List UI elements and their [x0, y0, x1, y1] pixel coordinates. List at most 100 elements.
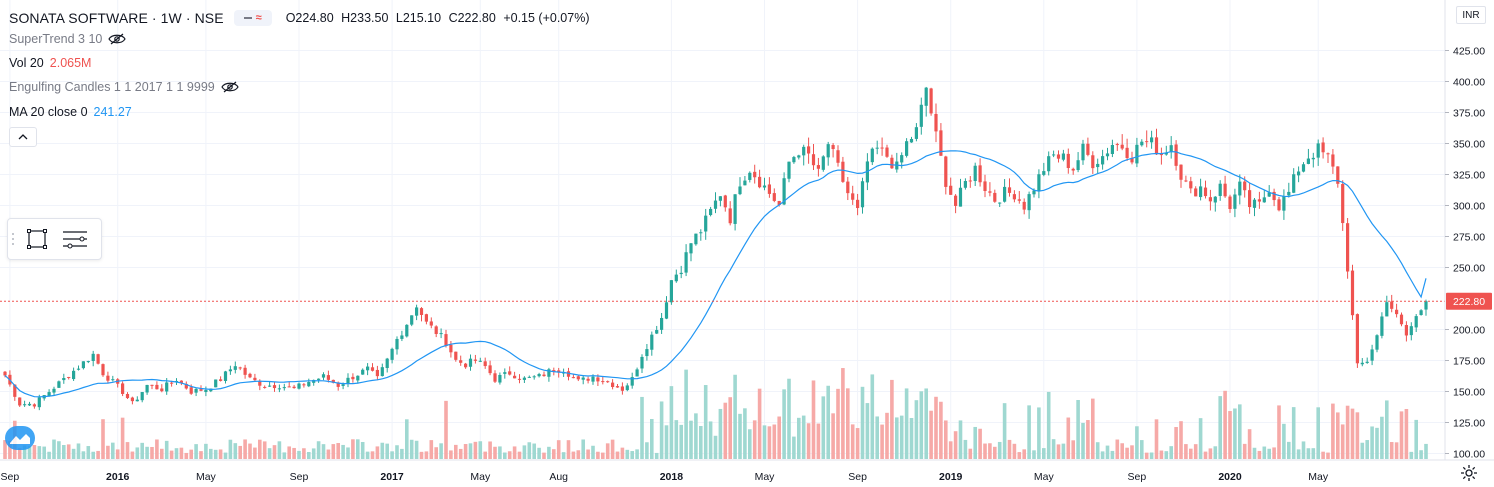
volume-bar: [1380, 416, 1384, 459]
volume-bar: [1007, 439, 1012, 459]
indicator-engulfing[interactable]: Engulfing Candles 1 1 2017 1 1 9999: [9, 80, 239, 94]
candle-body: [527, 376, 531, 378]
candle-body: [243, 367, 247, 375]
volume-bar: [821, 396, 826, 459]
volume-bar: [1365, 440, 1369, 459]
candle-body: [346, 377, 350, 384]
candle-body: [513, 375, 517, 379]
candle-body: [1424, 301, 1428, 310]
candle-body: [508, 371, 512, 375]
volume-bar: [610, 439, 615, 459]
volume-bar: [184, 452, 189, 459]
candle-body: [419, 308, 424, 315]
candle-body: [802, 146, 806, 156]
volume-bar: [1238, 404, 1242, 459]
volume-bar: [576, 450, 581, 459]
candle-body: [1233, 194, 1237, 209]
candle-body: [444, 334, 448, 346]
legend-chip[interactable]: ≈: [233, 10, 272, 26]
candle-body: [1145, 141, 1149, 143]
candle-body: [1262, 197, 1266, 203]
volume-bar: [880, 424, 884, 459]
candle-body: [983, 181, 987, 191]
time-tick-label: 2020: [1218, 471, 1242, 483]
price-tick-label: 350.00: [1453, 139, 1485, 151]
volume-bar: [939, 401, 943, 459]
volume-bar: [669, 386, 674, 459]
price-tick-label: 100.00: [1453, 449, 1485, 461]
candle-body: [542, 374, 546, 377]
volume-bar: [542, 452, 546, 459]
eye-hidden-icon[interactable]: [108, 33, 127, 45]
drawing-toolbox[interactable]: [7, 218, 102, 260]
candle-body: [1061, 153, 1065, 160]
eye-hidden-icon[interactable]: [221, 81, 239, 93]
candle-body: [1409, 326, 1413, 336]
candle-body: [1076, 160, 1080, 171]
candle-body: [713, 200, 718, 209]
candle-body: [1399, 314, 1404, 325]
candle-body: [831, 145, 835, 150]
volume-bar: [444, 400, 448, 459]
candle-body: [76, 368, 81, 370]
volume-bar: [1149, 452, 1154, 459]
volume-bar: [703, 385, 708, 459]
volume-bar: [1051, 439, 1056, 459]
indicator-supertrend[interactable]: SuperTrend 3 10: [9, 32, 127, 46]
candle-body: [1081, 143, 1085, 161]
candle-body: [914, 127, 918, 139]
time-tick-label: May: [1034, 471, 1055, 483]
volume-bar: [953, 431, 958, 459]
settings-gear-icon[interactable]: [1460, 464, 1478, 482]
drag-handle-icon[interactable]: [8, 219, 18, 259]
candle-body: [434, 326, 438, 334]
price-tick-label: 275.00: [1453, 232, 1485, 244]
candle-body: [1027, 194, 1031, 211]
time-tick-label: May: [470, 471, 491, 483]
candle-body: [390, 348, 394, 360]
volume-bar: [47, 451, 51, 459]
volume-bar: [993, 446, 997, 459]
volume-bar: [767, 426, 772, 459]
candle-body: [1301, 164, 1306, 172]
volume-bar: [1198, 418, 1203, 459]
indicator-volume[interactable]: Vol 20 2.065M: [9, 56, 91, 70]
indicator-ma[interactable]: MA 20 close 0 241.27: [9, 105, 132, 119]
volume-bar: [782, 389, 786, 459]
volume-bar: [1203, 451, 1208, 459]
time-tick-label: May: [196, 471, 217, 483]
candle-body: [81, 361, 85, 369]
candle-body: [468, 358, 473, 367]
volume-bar: [155, 439, 159, 459]
volume-bar: [1355, 412, 1360, 459]
symbol-title[interactable]: SONATA SOFTWARE · 1W · NSE: [9, 10, 224, 26]
volume-bar: [615, 451, 620, 459]
candle-body: [96, 354, 100, 364]
candle-body: [909, 138, 914, 143]
rectangle-tool-button[interactable]: [18, 219, 56, 259]
volume-bar: [409, 439, 414, 459]
volume-bar: [694, 413, 698, 459]
candle-body: [454, 351, 458, 360]
price-tick-label: 300.00: [1453, 201, 1485, 213]
candle-body: [1086, 143, 1090, 155]
candle-body: [1282, 196, 1286, 211]
currency-label[interactable]: INR: [1456, 6, 1486, 24]
candle-body: [792, 157, 796, 163]
candle-body: [1052, 154, 1056, 156]
volume-bar: [380, 442, 385, 459]
volume-bar: [1311, 448, 1316, 459]
candle-body: [753, 171, 757, 178]
tradingview-logo-icon[interactable]: [5, 426, 35, 450]
volume-bar: [605, 443, 610, 459]
volume-bar: [836, 388, 840, 459]
candle-body: [885, 147, 889, 157]
candle-body: [1370, 349, 1374, 361]
lines-tool-button[interactable]: [56, 219, 94, 259]
candle-body: [1120, 144, 1124, 149]
collapse-legend-button[interactable]: [9, 127, 37, 147]
volume-bar: [527, 442, 532, 459]
volume-bar: [1287, 441, 1291, 459]
price-tick-label: 175.00: [1453, 356, 1485, 368]
